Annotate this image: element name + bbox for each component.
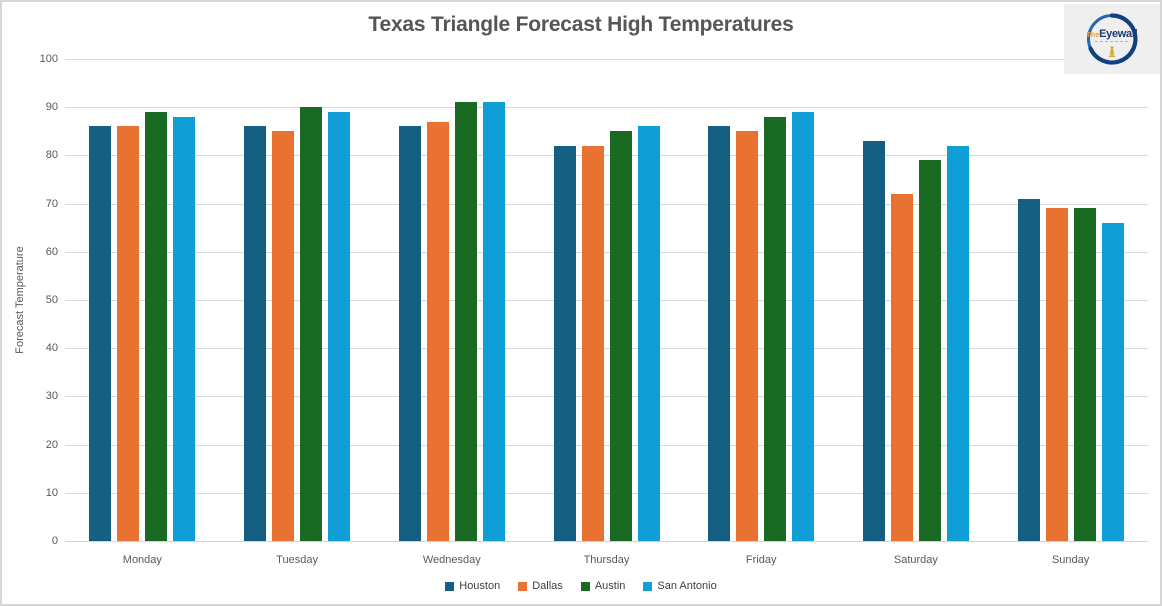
y-tick-label-70: 70 <box>45 197 58 210</box>
bar-houston-wednesday <box>398 126 421 541</box>
eyewall-logo-prefix: The <box>1086 32 1100 39</box>
bar-houston-sunday <box>1017 198 1040 541</box>
bar-houston-thursday <box>553 145 576 541</box>
y-tick-label-40: 40 <box>45 342 58 355</box>
gridline-40 <box>65 348 1148 350</box>
eyewall-logo: TheEyewall <box>1064 4 1160 74</box>
x-axis-label-thursday: Thursday <box>583 554 630 566</box>
bar-austin-thursday <box>609 131 632 541</box>
legend-swatch-san-antonio <box>643 581 653 591</box>
y-tick-label-10: 10 <box>45 486 58 499</box>
legend-label-dallas: Dallas <box>532 580 563 592</box>
gridline-60 <box>65 251 1148 253</box>
gridline-0 <box>65 541 1148 542</box>
y-tick-label-20: 20 <box>45 438 58 451</box>
bar-austin-monday <box>145 112 168 541</box>
bar-dallas-sunday <box>1045 208 1068 541</box>
gridline-90 <box>65 107 1148 109</box>
legend: Houston Dallas Austin San Antonio <box>2 580 1160 592</box>
legend-swatch-dallas <box>518 581 528 591</box>
gridline-100 <box>65 59 1148 60</box>
plot-area <box>65 59 1148 542</box>
bar-dallas-monday <box>117 126 140 541</box>
bar-austin-wednesday <box>454 102 477 541</box>
bar-dallas-saturday <box>890 193 913 541</box>
y-tick-label-100: 100 <box>39 53 58 65</box>
x-axis-label-sunday: Sunday <box>1051 554 1090 566</box>
gridline-30 <box>65 396 1148 398</box>
gridline-20 <box>65 444 1148 446</box>
bar-austin-sunday <box>1073 208 1096 541</box>
legend-label-san-antonio: San Antonio <box>657 580 717 592</box>
y-tick-label-60: 60 <box>45 245 58 258</box>
bar-san-antonio-monday <box>173 116 196 541</box>
bar-san-antonio-friday <box>792 112 815 541</box>
bar-dallas-tuesday <box>272 131 295 541</box>
bar-dallas-wednesday <box>426 121 449 541</box>
bar-austin-tuesday <box>300 107 323 541</box>
bar-houston-friday <box>708 126 731 541</box>
y-tick-label-90: 90 <box>45 101 58 114</box>
bar-san-antonio-thursday <box>637 126 660 541</box>
bar-san-antonio-wednesday <box>482 102 505 541</box>
bar-dallas-thursday <box>581 145 604 541</box>
legend-item-austin: Austin <box>580 580 626 592</box>
x-axis-label-monday: Monday <box>122 554 162 566</box>
legend-label-houston: Houston <box>459 580 501 592</box>
bar-san-antonio-tuesday <box>328 112 351 541</box>
x-axis-labels: Monday Tuesday Wednesday Thursday Friday Satu… <box>65 554 1148 570</box>
legend-item-houston: Houston <box>445 580 500 592</box>
eyewall-logo-tagline <box>1095 41 1129 42</box>
bar-austin-friday <box>764 116 787 541</box>
x-axis-label-tuesday: Tuesday <box>276 554 318 566</box>
bar-houston-monday <box>89 126 112 541</box>
legend-swatch-houston <box>445 581 455 591</box>
x-axis-label-wednesday: Wednesday <box>422 554 481 566</box>
bar-dallas-friday <box>736 131 759 541</box>
bar-san-antonio-sunday <box>1101 222 1124 541</box>
gridline-70 <box>65 203 1148 205</box>
eyewall-logo-name: Eyewall <box>1099 28 1138 40</box>
legend-swatch-austin <box>580 581 590 591</box>
bar-austin-saturday <box>918 160 941 541</box>
y-tick-label-50: 50 <box>45 294 58 306</box>
eyewall-logo-text: TheEyewall <box>1083 27 1141 41</box>
gridline-10 <box>65 492 1148 494</box>
bar-san-antonio-saturday <box>946 145 969 541</box>
bar-houston-saturday <box>862 140 885 541</box>
y-tick-label-0: 0 <box>51 535 58 547</box>
gridline-80 <box>65 155 1148 157</box>
x-axis-label-saturday: Saturday <box>893 554 938 566</box>
bar-houston-tuesday <box>244 126 267 541</box>
lighthouse-icon <box>1109 46 1115 57</box>
y-axis-ticks: 0 10 20 30 40 50 60 70 80 90 100 <box>12 53 58 547</box>
eyewall-logo-mark <box>1087 13 1138 65</box>
legend-label-austin: Austin <box>594 580 626 592</box>
legend-item-san-antonio: San Antonio <box>643 580 717 592</box>
y-tick-label-30: 30 <box>45 390 58 403</box>
gridline-50 <box>65 300 1148 301</box>
legend-item-dallas: Dallas <box>518 580 563 592</box>
y-tick-label-80: 80 <box>45 149 58 162</box>
chart-title: Texas Triangle Forecast High Temperature… <box>368 13 794 36</box>
x-axis-label-friday: Friday <box>745 554 777 566</box>
eyewall-logo-swirl <box>1088 13 1138 65</box>
